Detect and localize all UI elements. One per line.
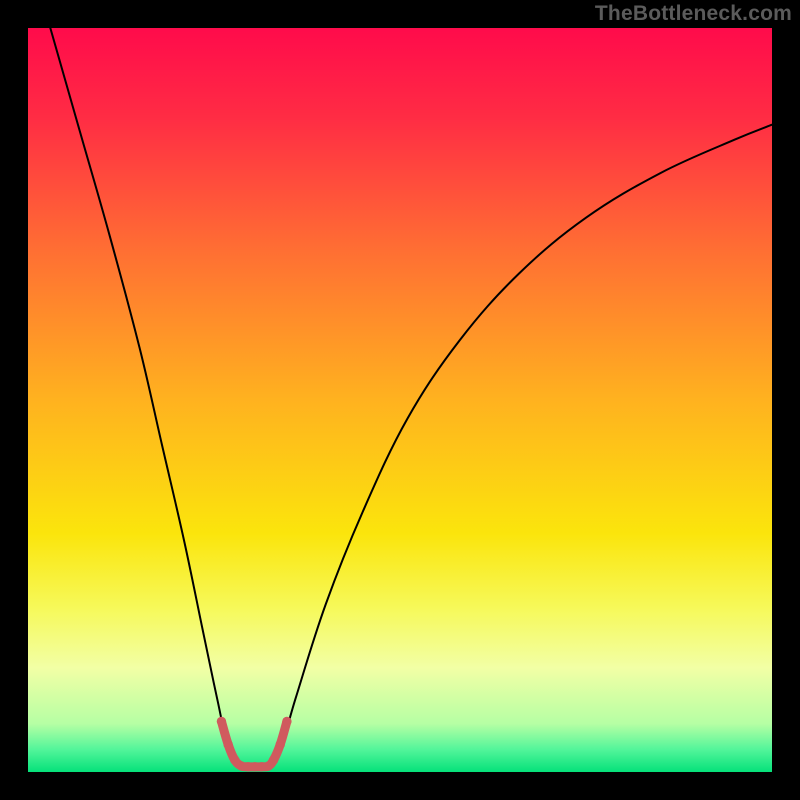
watermark: TheBottleneck.com (595, 2, 792, 26)
optimal-range-marker (217, 717, 292, 772)
plot-area (28, 28, 772, 772)
chart-frame: TheBottleneck.com (0, 0, 800, 800)
curve-layer (28, 28, 772, 772)
bottleneck-curve (50, 28, 772, 768)
